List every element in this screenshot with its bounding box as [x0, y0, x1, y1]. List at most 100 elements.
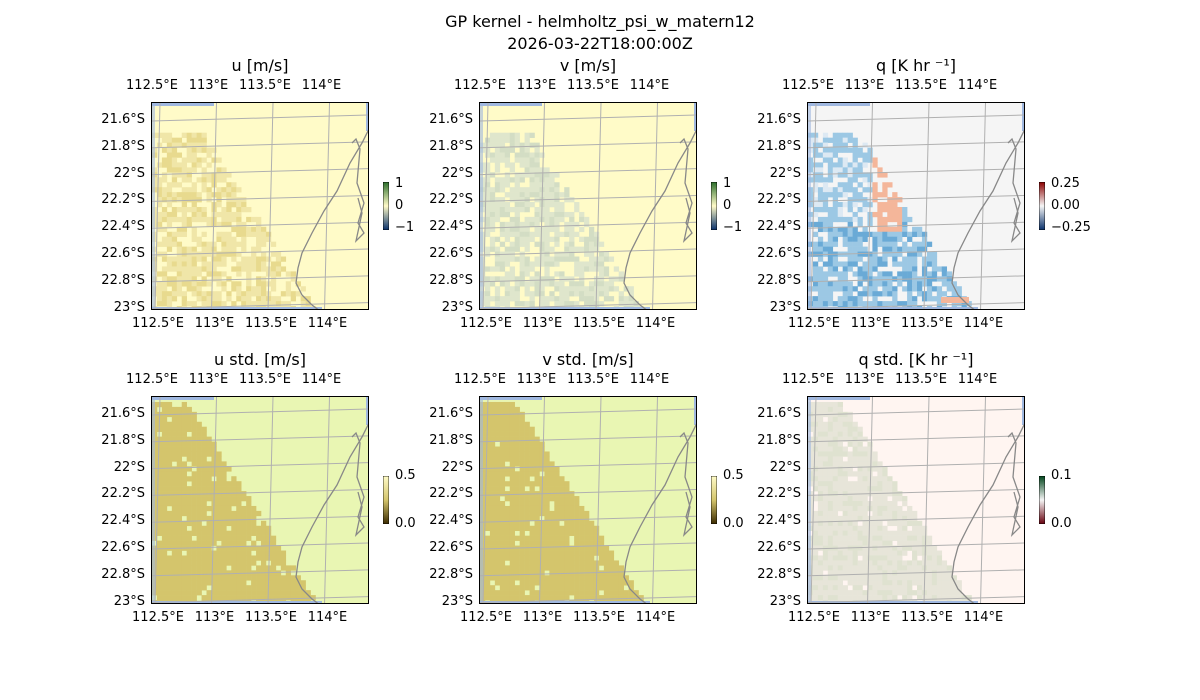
field-cell [529, 216, 535, 223]
plot-area-q [807, 102, 1025, 310]
field-cell [206, 451, 212, 457]
field-cell [877, 221, 883, 228]
field-cell [877, 570, 883, 576]
field-cell [892, 560, 898, 566]
field-cell [544, 530, 550, 536]
field-cell [842, 431, 848, 437]
field-cell [211, 301, 217, 307]
field-cell [261, 261, 267, 267]
field-cell [812, 197, 819, 203]
field-cell [912, 515, 918, 522]
coastline [951, 423, 1024, 603]
field-cell [544, 231, 550, 238]
field-cell [241, 496, 247, 502]
field-cell [862, 580, 868, 586]
field-cell [559, 207, 565, 213]
field-cell [171, 426, 178, 432]
field-cell [812, 296, 819, 302]
field-cell [584, 595, 590, 601]
field-cell [897, 226, 903, 233]
field-cell [186, 177, 192, 183]
field-cell [494, 416, 501, 423]
field-cell [285, 585, 292, 591]
field-cell [569, 525, 575, 532]
field-cell [549, 540, 555, 546]
field-cell [156, 221, 163, 228]
x-tick-top-label: 113°E [188, 372, 229, 387]
field-cell [241, 301, 247, 307]
field-cell [529, 570, 535, 576]
field-cell [902, 221, 908, 228]
field-cell [817, 520, 824, 527]
grid-line-lat [480, 435, 696, 443]
field-cell [519, 476, 525, 482]
field-cell [514, 451, 520, 457]
field-cell [862, 535, 868, 541]
field-cell [574, 505, 580, 512]
field-cell [489, 187, 496, 193]
field-cell [618, 570, 624, 576]
field-cell [241, 540, 247, 546]
field-cell [872, 246, 878, 252]
field-cell [509, 276, 515, 282]
field-cell [926, 560, 933, 566]
field-cell [206, 296, 212, 302]
field-cell [827, 421, 834, 428]
colorbar-tick-label: −1 [395, 220, 415, 235]
field-cell [499, 187, 506, 193]
field-cell [211, 570, 217, 576]
field-cell [489, 236, 496, 242]
field-cell [489, 296, 496, 302]
field-cell [504, 525, 511, 532]
field-cell [524, 147, 530, 153]
field-cell [236, 231, 242, 238]
field-cell [489, 466, 496, 472]
field-cell [206, 152, 212, 158]
field-cell [633, 301, 639, 307]
field-cell [534, 211, 540, 218]
field-cell [872, 461, 878, 467]
field-cell [812, 466, 819, 472]
field-cell [171, 560, 178, 566]
field-cell [211, 580, 217, 586]
field-cell [524, 535, 530, 541]
field-cell [156, 241, 163, 247]
field-cell [176, 540, 183, 546]
field-cell [216, 515, 222, 522]
y-tick-label: 22.8°S [101, 566, 145, 582]
field-cell [509, 590, 515, 596]
field-cell [524, 216, 530, 223]
field-cell [261, 251, 267, 257]
field-cell [892, 256, 898, 262]
field-cell [171, 162, 178, 168]
field-cell [231, 535, 237, 541]
grid-line-lat [808, 114, 1024, 122]
field-cell [494, 436, 501, 442]
field-cell [275, 580, 282, 586]
field-cell [603, 585, 610, 591]
field-cell [191, 182, 197, 188]
field-cell [261, 266, 267, 272]
field-cell [549, 236, 555, 242]
field-cell [226, 590, 232, 596]
field-cell [832, 505, 839, 512]
field-cell [897, 555, 903, 561]
field-cell [554, 535, 560, 541]
field-cell [946, 580, 952, 586]
field-cell [524, 142, 530, 148]
field-cell [603, 291, 610, 297]
field-cell [921, 241, 928, 247]
field-cell [529, 231, 535, 238]
field-cell [847, 595, 853, 601]
field-cell [539, 580, 545, 586]
field-cell [176, 570, 183, 576]
field-cell [544, 211, 550, 218]
field-cell [877, 481, 883, 487]
field-cell [921, 545, 928, 551]
field-cell [584, 296, 590, 302]
field-cell [837, 570, 843, 576]
field-cell [484, 147, 491, 153]
field-cell [186, 466, 192, 472]
field-cell [882, 550, 888, 556]
field-cell [161, 595, 168, 601]
